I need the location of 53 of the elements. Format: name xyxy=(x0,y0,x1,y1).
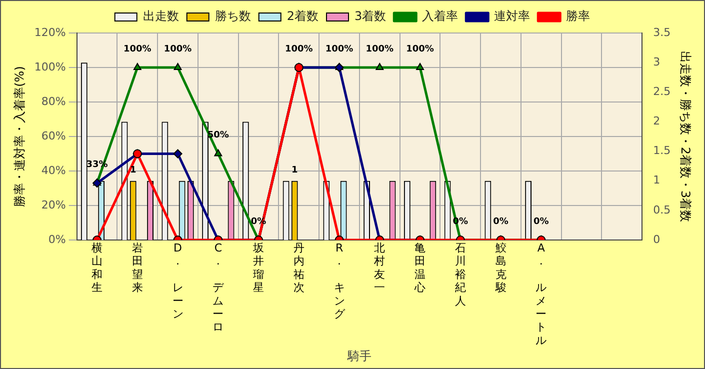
point xyxy=(214,149,222,156)
y2-tick-label: 1.5 xyxy=(653,144,671,158)
x-tick-label: 石川裕紀人 xyxy=(454,241,466,308)
data-label: 100% xyxy=(366,44,394,54)
data-label: 1 xyxy=(130,166,136,176)
point xyxy=(173,149,182,158)
legend-label: 勝ち数 xyxy=(214,9,251,24)
point xyxy=(133,63,142,70)
y-tick-label: 100% xyxy=(34,60,66,74)
data-label: 100% xyxy=(285,44,313,54)
category-label: C. デムーロ xyxy=(212,241,224,334)
legend-label: 勝率 xyxy=(566,9,590,24)
y2-tick-label: 2.5 xyxy=(653,85,671,98)
legend-label: 連対率 xyxy=(494,9,530,24)
x-tick-label: 横山和生 xyxy=(92,241,103,294)
legend-label: 3着数 xyxy=(354,9,386,24)
y2-tick-label: 1 xyxy=(653,174,660,187)
x-axis-title: 騎手 xyxy=(346,348,372,363)
y2-axis-title: 出走数・勝ち数・2着数・3着数 xyxy=(678,50,693,222)
x-tick-label: 亀田温心 xyxy=(414,241,426,294)
y2-tick-label: 2 xyxy=(653,114,660,128)
category-label: A. ルメートル xyxy=(536,241,547,347)
data-label: 100% xyxy=(406,44,434,54)
y2-tick-label: 3.5 xyxy=(653,26,671,39)
y-tick-label: 80% xyxy=(41,94,66,108)
category-label: R. キング xyxy=(334,241,345,320)
x-tick-label: 北村友一 xyxy=(373,241,386,294)
category-label: D. レーン xyxy=(172,241,184,320)
point xyxy=(174,63,182,70)
data-label: 100% xyxy=(325,44,354,54)
legend-label: 出走数 xyxy=(142,9,179,24)
data-label: 100% xyxy=(164,44,192,54)
y2-tick-label: 0.5 xyxy=(653,203,671,216)
data-label: 100% xyxy=(124,44,152,54)
x-tick-label: 鮫島克駿 xyxy=(494,241,506,294)
point xyxy=(376,63,384,70)
y2-tick-label: 0 xyxy=(653,232,660,246)
y-tick-label: 20% xyxy=(41,198,66,212)
data-label: 1 xyxy=(291,166,298,176)
y-tick-label: 40% xyxy=(41,164,66,177)
point xyxy=(416,63,424,70)
data-label: 0% xyxy=(534,216,549,227)
y-axis-title: 勝率・連対率・入着率(%) xyxy=(12,66,26,207)
y-tick-label: 0% xyxy=(48,232,66,246)
y-tick-label: 120% xyxy=(34,26,66,39)
x-tick-label: 丹内祐次 xyxy=(293,241,304,294)
x-tick-label: 岩田望来 xyxy=(132,241,143,294)
y2-tick-label: 3 xyxy=(653,55,660,68)
y-tick-label: 60% xyxy=(41,129,66,142)
data-label: 0% xyxy=(493,216,508,227)
x-tick-label: 坂井瑠星 xyxy=(252,241,264,294)
legend-label: 入着率 xyxy=(422,9,458,24)
legend-label: 2着数 xyxy=(286,9,319,24)
